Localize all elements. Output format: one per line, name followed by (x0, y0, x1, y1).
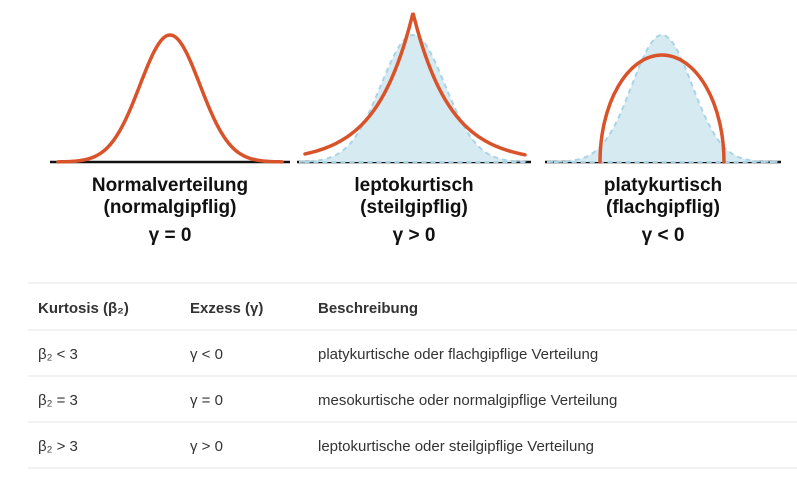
leptokurtic-curve (303, 12, 527, 157)
table-cell: γ < 0 (190, 346, 223, 363)
table-cell: γ = 0 (190, 392, 223, 409)
table-cell: mesokurtische oder normalgipflige Vertei… (318, 392, 617, 409)
table-cell: γ > 0 (190, 438, 223, 455)
reference-curve (299, 33, 528, 163)
panel-title: Normalverteilung (92, 175, 248, 196)
reference-curve (547, 33, 779, 163)
panel-title: leptokurtisch (354, 175, 473, 196)
normal-curve (56, 33, 284, 164)
panel-gamma: γ = 0 (149, 225, 192, 246)
table-cell: β₂ > 3 (38, 438, 78, 455)
table-cell: platykurtische oder flachgipflige Vertei… (318, 346, 598, 363)
table-cell: β₂ = 3 (38, 392, 78, 409)
panel-title: platykurtisch (604, 175, 722, 196)
panel-gamma: γ > 0 (393, 225, 436, 246)
panel-subtitle: (flachgipflig) (606, 197, 720, 218)
table-cell: leptokurtische oder steilgipflige Vertei… (318, 438, 594, 455)
table-header: Kurtosis (β₂) (38, 300, 129, 317)
table-cell: β₂ < 3 (38, 346, 78, 363)
table-header: Beschreibung (318, 300, 418, 317)
panel-subtitle: (steilgipflig) (360, 197, 468, 218)
table-header: Exzess (γ) (190, 300, 263, 317)
platykurtic-curve (598, 53, 726, 164)
panel-subtitle: (normalgipflig) (104, 197, 237, 218)
panel-gamma: γ < 0 (642, 225, 685, 246)
